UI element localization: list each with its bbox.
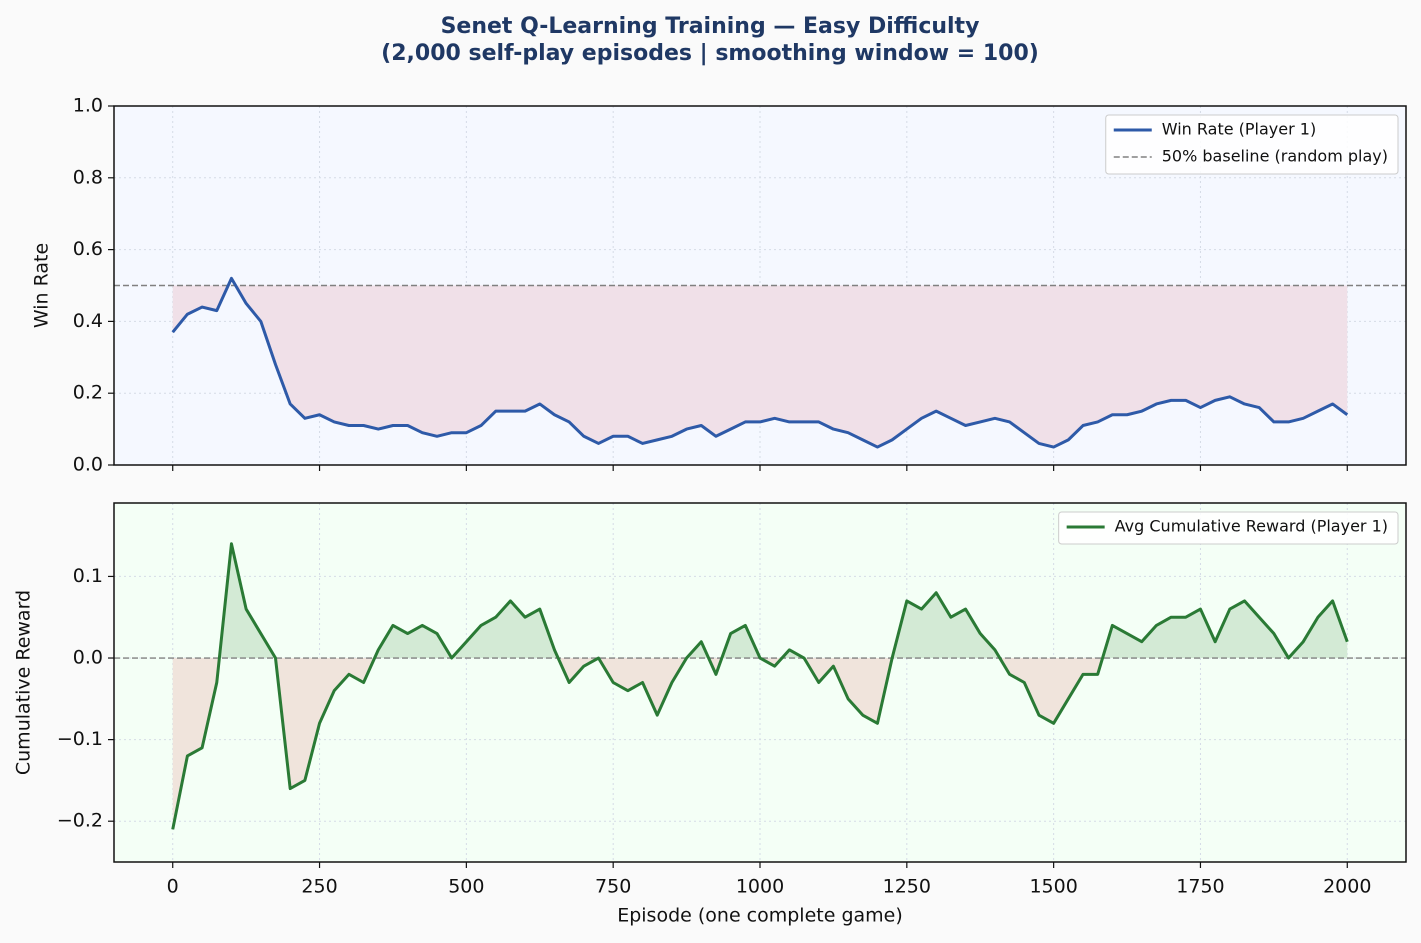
chart-subtitle: (2,000 self-play episodes | smoothing wi… xyxy=(381,41,1039,66)
plot-frame xyxy=(113,502,1407,863)
legend-label: Win Rate (Player 1) xyxy=(1162,120,1316,139)
x-tick-label: 1750 xyxy=(1176,876,1224,898)
x-tick-label: 1000 xyxy=(736,876,784,898)
legend: Avg Cumulative Reward (Player 1) xyxy=(1058,511,1399,545)
area-fill xyxy=(172,285,1348,448)
y-tick-label: 1.0 xyxy=(73,95,103,117)
y-tick-label: 0.0 xyxy=(73,647,103,669)
plot-frame xyxy=(113,105,1407,466)
legend-label: 50% baseline (random play) xyxy=(1162,147,1388,166)
x-tick-label: 250 xyxy=(301,876,337,898)
legend: Win Rate (Player 1) 50% baseline (random … xyxy=(1105,114,1399,175)
legend-box xyxy=(1105,114,1399,175)
data-line xyxy=(171,542,1349,830)
y-tick-label: −0.2 xyxy=(57,810,103,832)
y-tick-label: 0.6 xyxy=(73,238,103,260)
chart-title: Senet Q-Learning Training — Easy Difficu… xyxy=(441,14,980,39)
x-tick-label: 0 xyxy=(167,876,179,898)
area-fill xyxy=(172,658,1348,830)
x-tick-label: 750 xyxy=(595,876,631,898)
y-tick-label: 0.1 xyxy=(73,565,103,587)
legend-label: Avg Cumulative Reward (Player 1) xyxy=(1115,517,1388,536)
x-tick-label: 1500 xyxy=(1029,876,1077,898)
y-tick-label: −0.1 xyxy=(57,728,103,750)
y-axis-label: Win Rate xyxy=(31,243,53,328)
x-axis-label: Episode (one complete game) xyxy=(617,905,903,927)
x-tick-label: 500 xyxy=(448,876,484,898)
y-tick-label: 0.4 xyxy=(73,310,103,332)
y-tick-label: 0.2 xyxy=(73,382,103,404)
legend-box xyxy=(1058,511,1399,545)
y-axis-label: Cumulative Reward xyxy=(13,590,35,775)
x-tick-label: 2000 xyxy=(1323,876,1371,898)
x-tick-label: 1250 xyxy=(883,876,931,898)
y-tick-label: 0.8 xyxy=(73,166,103,188)
area-fill xyxy=(219,543,1348,659)
y-tick-label: 0.0 xyxy=(73,454,103,476)
data-line xyxy=(171,276,1349,449)
